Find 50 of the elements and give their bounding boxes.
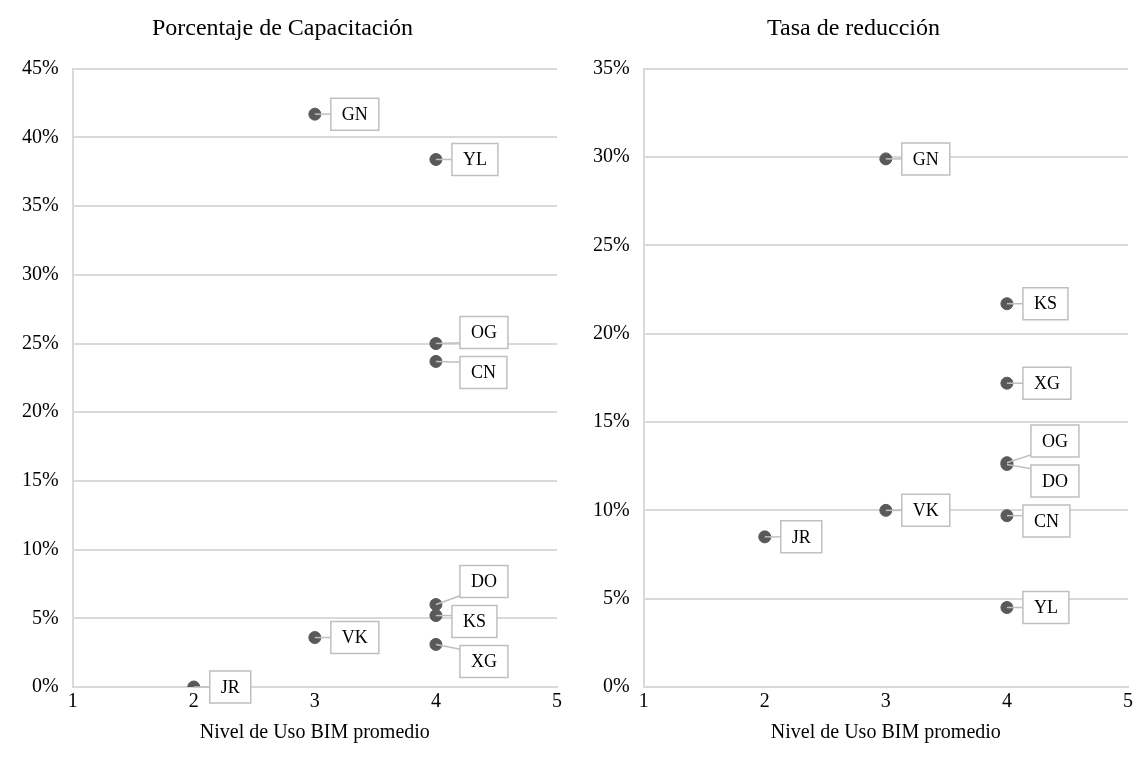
y-tick-label: 35% [592,56,630,79]
annotation: XG [1033,372,1060,393]
x-tick-label: 2 [759,689,770,712]
annotation: JR [791,526,811,547]
y-tick-label: 30% [592,144,630,167]
annotation: OG [1041,430,1068,451]
annotation: OG [470,322,497,343]
y-tick-label: 0% [31,674,59,697]
y-tick-label: 5% [31,605,59,628]
annotation: YL [462,149,487,170]
annotation: YL [1033,597,1058,618]
annotation: GN [912,148,939,169]
chart-title: Tasa de reducción [767,13,940,40]
y-tick-label: 20% [592,320,630,343]
x-tick-label: 5 [552,689,562,712]
y-tick-label: 15% [592,409,630,432]
annotation: KS [1033,293,1057,314]
y-tick-label: 35% [21,193,59,216]
chart-title: Porcentaje de Capacitación [151,13,414,40]
y-tick-label: 0% [602,674,630,697]
y-tick-label: 10% [21,536,59,559]
y-tick-label: 40% [21,124,59,147]
annotation: JR [220,676,240,697]
annotation: DO [470,571,497,592]
x-tick-label: 5 [1123,689,1133,712]
annotation: VK [341,627,368,648]
y-tick-label: 45% [21,56,59,79]
y-tick-label: 10% [592,497,630,520]
y-tick-label: 25% [21,330,59,353]
annotation: XG [470,651,497,672]
annotation: CN [470,362,496,383]
x-tick-label: 1 [638,689,649,712]
x-tick-label: 3 [309,689,320,712]
annotation: GN [341,103,368,124]
x-axis-title: Nivel de Uso BIM promedio [770,720,1001,744]
y-tick-label: 30% [21,262,59,285]
y-tick-label: 15% [21,468,59,491]
x-tick-label: 3 [880,689,891,712]
annotation: DO [1041,470,1068,491]
x-tick-label: 4 [1001,689,1012,712]
x-tick-label: 4 [430,689,441,712]
annotation: KS [462,611,486,632]
y-tick-label: 20% [21,399,59,422]
x-tick-label: 2 [188,689,199,712]
x-tick-label: 1 [67,689,78,712]
annotation: VK [912,500,939,521]
y-tick-label: 25% [592,232,630,255]
x-axis-title: Nivel de Uso BIM promedio [199,720,430,744]
y-tick-label: 5% [602,585,630,608]
annotation: CN [1033,510,1059,531]
